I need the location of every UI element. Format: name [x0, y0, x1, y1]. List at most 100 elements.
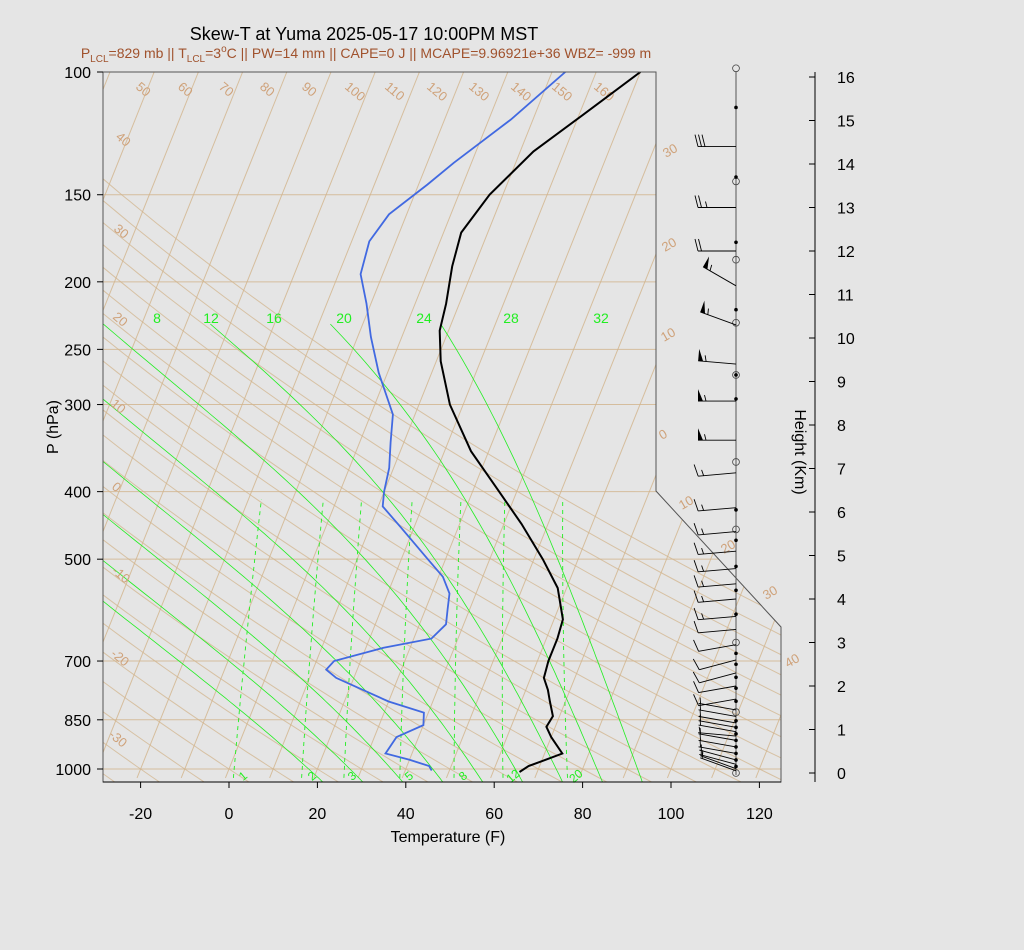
isotherm-right-label: 40 — [782, 650, 802, 670]
height-tick-label-7: 7 — [837, 462, 846, 479]
wind-barb — [694, 238, 736, 252]
isotherm-line — [578, 72, 781, 779]
mixing-ratio-line — [301, 499, 324, 778]
height-marker-dot — [734, 764, 738, 769]
isotherm-label: 110 — [382, 79, 408, 104]
moist-adiabat — [103, 323, 525, 782]
wind-barb — [698, 710, 737, 724]
wind-barb — [698, 734, 737, 748]
height-marker-ring — [732, 708, 740, 716]
height-marker-dot — [734, 175, 738, 179]
p-lcl-sub: LCL — [90, 54, 109, 65]
height-marker-dot — [734, 564, 738, 569]
height-marker-dot — [734, 732, 738, 736]
wind-barb-staff — [698, 733, 737, 741]
height-tick-label-6: 6 — [837, 505, 846, 522]
height-tick-label-3: 3 — [837, 636, 846, 653]
wind-barb-half-feather — [709, 264, 713, 271]
height-tick-label-4: 4 — [837, 592, 846, 609]
mixing-ratio-top-label: 32 — [593, 310, 609, 326]
isotherm-line — [103, 72, 288, 779]
wind-barb-feather — [693, 620, 699, 633]
dry-adiabat — [103, 86, 781, 782]
wind-barb-feather — [693, 607, 699, 620]
dry-adiabat — [103, 86, 521, 782]
height-marker-dot — [734, 588, 738, 593]
wind-barb-staff — [698, 724, 737, 733]
mixing-ratio-top-label: 20 — [336, 310, 352, 326]
wind-barb-feather — [698, 134, 702, 147]
height-marker-ring — [732, 371, 740, 379]
y-axis-label: P (hPa) — [45, 400, 62, 454]
height-marker-ring — [732, 458, 740, 466]
wind-barb — [698, 740, 737, 754]
wind-barb-staff — [698, 720, 737, 728]
height-marker-dot — [734, 105, 738, 110]
p-tick-label-500: 500 — [64, 552, 91, 569]
wind-barb — [693, 590, 737, 603]
isotherm-line — [103, 72, 244, 779]
isotherm-label: 80 — [257, 79, 278, 100]
height-marker-dot — [734, 373, 738, 377]
wind-barb — [694, 134, 736, 148]
p-lcl-prefix: P — [81, 45, 90, 61]
wind-barb-feather — [693, 464, 699, 477]
wind-barb-staff — [699, 754, 737, 765]
x-tick-label: 20 — [309, 806, 327, 823]
wind-barb — [702, 256, 737, 287]
wind-barb-feather — [692, 658, 700, 670]
t-lcl-degree: o — [221, 44, 227, 55]
dry-adiabat — [103, 86, 701, 782]
height-marker-dot — [734, 612, 738, 617]
dry-adiabat — [103, 86, 297, 782]
wind-barb-staff — [698, 644, 737, 652]
dry-adiabat — [103, 86, 611, 782]
height-marker-dot — [734, 508, 738, 512]
wind-barb — [693, 523, 737, 536]
wind-barb-staff — [698, 568, 737, 573]
wind-barb — [698, 714, 737, 728]
isotherm-right-label: 0 — [656, 426, 670, 443]
height-marker-dot — [734, 651, 738, 656]
wind-barb-staff — [700, 757, 737, 772]
wind-barb-half-feather — [701, 504, 705, 511]
plot-frame — [102, 71, 782, 783]
isotherm-label: 120 — [424, 79, 450, 104]
moist-adiabat — [440, 323, 644, 782]
dry-adiabat — [103, 86, 781, 782]
isotherm-right-label: 30 — [660, 140, 680, 160]
dewpoint-trace — [324, 72, 566, 771]
isotherm-line — [800, 72, 1024, 778]
wind-barb-staff — [698, 732, 737, 737]
moist-adiabat — [210, 323, 564, 782]
wind-barb-flag — [698, 389, 703, 402]
dry-adiabat — [103, 86, 781, 782]
isotherm-line — [357, 72, 641, 779]
wind-barb-feather — [701, 134, 706, 147]
wind-barb — [698, 348, 737, 365]
wind-barb — [693, 542, 737, 555]
wind-barb-feather — [698, 238, 702, 252]
mixing-ratio-top-label: 12 — [203, 310, 219, 326]
height-tick-label-9: 9 — [837, 375, 846, 392]
height-marker-ring — [732, 255, 740, 264]
x-tick-label: 40 — [397, 806, 415, 823]
wind-barb-half-feather — [701, 547, 705, 555]
wind-barb — [692, 671, 737, 684]
wind-barb — [693, 620, 737, 634]
subtitle-rest: C || PW=14 mm || CAPE=0 J || MCAPE=9.969… — [227, 45, 652, 61]
dry-adiabat — [103, 86, 781, 782]
dry-adiabat — [103, 86, 342, 782]
wind-barb-feather — [693, 560, 699, 573]
isotherm-line — [711, 72, 781, 779]
height-tick-label-2: 2 — [837, 679, 846, 696]
wind-barb-half-feather — [701, 565, 705, 572]
wind-barb-feather — [693, 681, 699, 693]
height-marker-dot — [734, 662, 738, 667]
wind-barb-staff — [698, 472, 737, 477]
mixing-ratio-line — [562, 499, 568, 778]
wind-barb-half-feather — [704, 355, 707, 362]
grid-layer — [0, 72, 1024, 782]
wind-barb — [694, 195, 736, 208]
isotherm-line — [0, 72, 22, 778]
